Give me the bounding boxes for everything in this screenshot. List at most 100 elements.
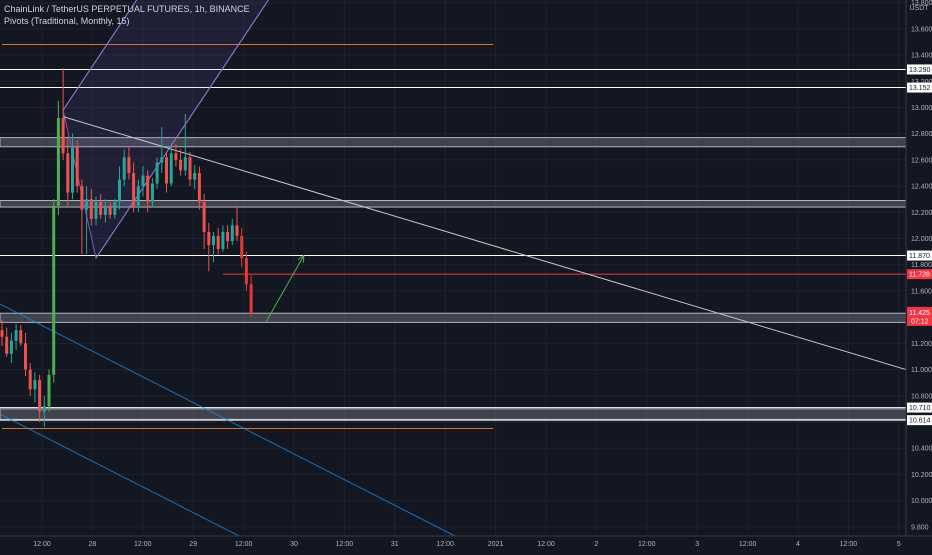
candle-body — [118, 179, 121, 202]
candle-body — [146, 175, 150, 202]
candle-body — [66, 153, 70, 193]
price-tick-label: 10.400 — [911, 446, 932, 453]
candle-body — [61, 117, 65, 154]
channel-upper-line — [62, 0, 138, 111]
time-tick-label: 12:00 — [739, 541, 757, 548]
candle-body — [212, 235, 215, 246]
candle-body — [42, 406, 46, 412]
time-tick-label: 12:00 — [134, 541, 152, 548]
candle-body — [113, 201, 117, 215]
candle-body — [249, 284, 253, 314]
candle-body — [38, 380, 42, 412]
price-tick-label: 11.200 — [911, 341, 932, 348]
price-level-tag-label: 13.290 — [909, 67, 931, 74]
candle-body — [71, 146, 74, 193]
candle-body — [244, 258, 248, 285]
price-level-tag-label: 11.728 — [909, 272, 930, 279]
price-level-tag — [907, 250, 932, 261]
indicator-title: Pivots (Traditional, Monthly, 15) — [4, 16, 130, 26]
candle-body — [155, 162, 159, 184]
candle-body — [24, 343, 27, 370]
candle-body — [56, 117, 60, 206]
chart-legend: ChainLink / TetherUS PERPETUAL FUTURES, … — [4, 3, 250, 27]
time-tick-label: 12:00 — [840, 541, 858, 548]
sr-zone — [0, 408, 907, 420]
candle-body — [33, 380, 37, 390]
sr-zone — [0, 312, 907, 323]
candle-body — [47, 374, 51, 407]
candle-body — [230, 225, 234, 242]
price-tick-label: 11.600 — [911, 288, 932, 295]
candle-body — [80, 186, 84, 210]
candle-body — [165, 157, 168, 184]
price-level-tag — [907, 402, 932, 413]
candle-body — [127, 157, 131, 173]
price-tick-label: 13.000 — [911, 105, 932, 112]
price-level-tag-label: 13.152 — [909, 85, 931, 92]
candle-body — [103, 205, 107, 215]
candle-body — [226, 231, 230, 242]
candle-body — [235, 225, 239, 236]
last-price-countdown: 07:12 — [911, 318, 929, 325]
candle-body — [75, 146, 79, 187]
candle-body — [193, 172, 197, 180]
price-tick-label: 13.400 — [911, 53, 932, 60]
price-level-tag — [907, 415, 932, 426]
time-tick-label: 30 — [290, 541, 298, 548]
candle-body — [174, 153, 178, 160]
time-tick-label: 12:00 — [537, 541, 555, 548]
descending-trendline — [62, 116, 907, 371]
candle-body — [240, 235, 244, 259]
candle-body — [183, 157, 187, 171]
candle-body — [94, 201, 98, 219]
candle-body — [202, 201, 206, 232]
time-tick-label: 5 — [897, 541, 901, 548]
projection-arrowhead — [297, 254, 305, 263]
candle-body — [216, 235, 220, 249]
price-tick-label: 13.800 — [911, 0, 932, 7]
candle-body — [122, 157, 126, 180]
price-tick-label: 12.800 — [911, 131, 932, 138]
price-tick-label: 10.000 — [911, 498, 932, 505]
time-tick-label: 12:00 — [436, 541, 454, 548]
candle-body — [89, 199, 93, 219]
last-price-value: 11.425 — [909, 310, 930, 317]
price-axis-currency: USDT — [909, 5, 929, 12]
time-tick-label: 29 — [189, 541, 197, 548]
price-tick-label: 11.000 — [911, 367, 932, 374]
teal-channel-lower — [0, 413, 276, 555]
price-tick-label: 12.200 — [911, 210, 932, 217]
candle-body — [85, 199, 89, 210]
price-tick-label: 12.600 — [911, 157, 932, 164]
candle-body — [160, 157, 164, 163]
candle-body — [28, 369, 32, 390]
candle-body — [132, 172, 136, 206]
candle-body — [197, 172, 201, 202]
candle-body — [108, 205, 112, 215]
candle-body — [19, 330, 23, 344]
candle-body — [188, 157, 192, 180]
price-tick-label: 13.200 — [911, 79, 932, 86]
candle-body — [169, 153, 173, 184]
time-tick-label: 12:00 — [235, 541, 253, 548]
price-level-tag — [907, 64, 932, 75]
candle-body — [99, 201, 103, 215]
time-tick-label: 2021 — [488, 541, 504, 548]
time-tick-label: 28 — [89, 541, 97, 548]
price-tick-label: 13.600 — [911, 26, 932, 33]
candle-body — [0, 330, 4, 337]
time-tick-label: 12:00 — [33, 541, 51, 548]
sr-zone — [0, 200, 907, 208]
price-tick-label: 10.200 — [911, 472, 932, 479]
price-level-tag — [907, 269, 932, 280]
time-tick-label: 12:00 — [336, 541, 354, 548]
price-tick-label: 11.800 — [911, 262, 932, 269]
price-level-tag — [907, 82, 932, 93]
time-tick-label: 3 — [695, 541, 699, 548]
price-level-tag-label: 10.614 — [909, 418, 931, 425]
candle-body — [179, 159, 183, 171]
last-price-tag — [907, 306, 932, 326]
